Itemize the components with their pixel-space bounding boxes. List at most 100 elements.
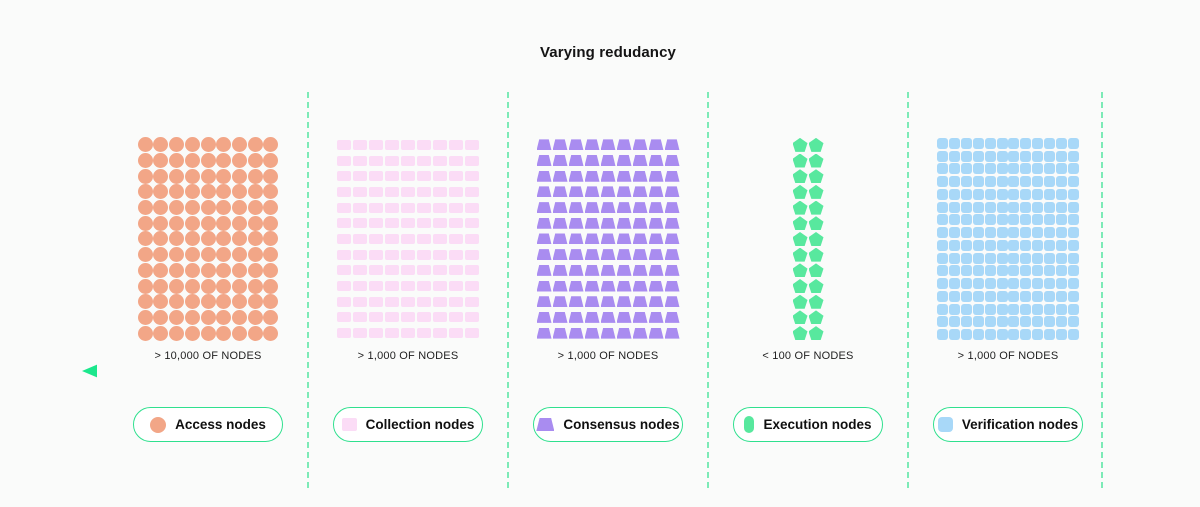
collection-node-mark [336,263,352,279]
access-node-mark [200,231,216,247]
collection-node-mark [448,263,464,279]
access-node-mark [216,278,232,294]
collection-node-mark [464,137,480,153]
consensus-node-mark [632,200,648,216]
collection-node-mark [352,168,368,184]
legend-pill[interactable]: Access nodes [133,407,283,442]
access-node-mark [231,262,248,279]
collection-node-mark [432,153,448,169]
access-node-mark [247,200,263,216]
execution-node-mark [792,325,808,341]
capsule-icon [744,416,755,433]
collection-node-mark [336,325,352,341]
verification-node-mark [1032,328,1044,341]
access-node-mark [169,153,185,169]
verification-node-mark [948,239,961,252]
node-section-collection: > 1,000 OF NODES Collection nodes [308,92,508,488]
collection-node-mark [384,200,400,216]
consensus-node-mark [648,263,664,279]
node-grid [792,137,824,341]
access-node-mark [153,325,169,341]
access-node-mark [137,262,153,279]
legend-pill[interactable]: Execution nodes [733,407,883,442]
verification-node-mark [972,163,984,176]
access-node-mark [247,294,263,310]
consensus-node-mark [552,200,568,216]
collection-node-mark [352,137,368,153]
verification-node-mark [972,252,984,265]
verification-node-mark [1008,277,1020,290]
consensus-node-mark [584,247,600,263]
collection-node-mark [464,215,480,231]
legend-pill[interactable]: Consensus nodes [533,407,683,442]
execution-node-mark [792,231,808,247]
consensus-node-mark [552,137,568,153]
consensus-node-mark [616,200,632,216]
access-node-mark [263,168,279,184]
execution-node-mark [792,200,808,216]
verification-node-mark [996,303,1008,316]
verification-node-mark [960,175,972,188]
collection-node-mark [368,215,384,231]
verification-node-mark [1020,303,1032,316]
verification-node-mark [937,277,949,290]
consensus-node-mark [552,247,568,263]
verification-node-mark [1056,214,1068,227]
access-node-mark [169,294,185,310]
consensus-node-mark [648,231,664,247]
access-node-mark [216,247,232,263]
section-divider [507,92,509,488]
legend-pill[interactable]: Collection nodes [333,407,483,442]
verification-node-mark [984,277,996,290]
verification-node-mark [1008,303,1020,316]
node-count-label: < 100 OF NODES [762,350,854,362]
consensus-node-mark [536,168,552,184]
collection-node-mark [400,200,416,216]
verification-node-mark [1044,277,1056,290]
verification-node-mark [948,201,961,214]
access-node-mark [247,325,263,341]
verification-node-mark [996,214,1008,227]
consensus-node-mark [600,137,616,153]
section-divider [707,92,709,488]
verification-node-mark [1008,214,1020,227]
verification-node-mark [1020,150,1032,163]
verification-node-mark [972,290,984,303]
access-node-mark [231,200,248,216]
collection-node-mark [464,310,480,326]
verification-node-mark [972,303,984,316]
verification-node-mark [960,214,972,227]
execution-node-mark [808,294,824,310]
legend-pill[interactable]: Verification nodes [933,407,1083,442]
verification-node-mark [937,214,949,227]
access-node-mark [200,184,216,200]
verification-node-mark [1056,163,1068,176]
consensus-node-mark [552,278,568,294]
verification-node-mark [1056,316,1068,329]
verification-node-mark [948,303,961,316]
collection-node-mark [448,137,464,153]
verification-node-mark [1067,201,1079,214]
consensus-node-mark [600,184,616,200]
verification-node-mark [937,201,949,214]
access-node-mark [263,262,279,279]
consensus-node-mark [632,310,648,326]
access-node-mark [200,168,216,184]
verification-node-mark [1032,226,1044,239]
verification-node-mark [1008,328,1020,341]
verification-node-mark [972,239,984,252]
consensus-node-mark [584,137,600,153]
verification-node-mark [1044,328,1056,341]
collection-node-mark [432,168,448,184]
verification-node-mark [1067,239,1079,252]
verification-node-mark [996,137,1008,150]
collection-node-mark [448,278,464,294]
verification-node-mark [1044,226,1056,239]
collection-node-mark [432,310,448,326]
access-node-mark [247,309,263,326]
access-node-mark [216,168,232,184]
collection-node-mark [336,184,352,200]
legend-label: Collection nodes [365,417,475,432]
verification-node-mark [972,214,984,227]
verification-node-mark [984,290,996,303]
